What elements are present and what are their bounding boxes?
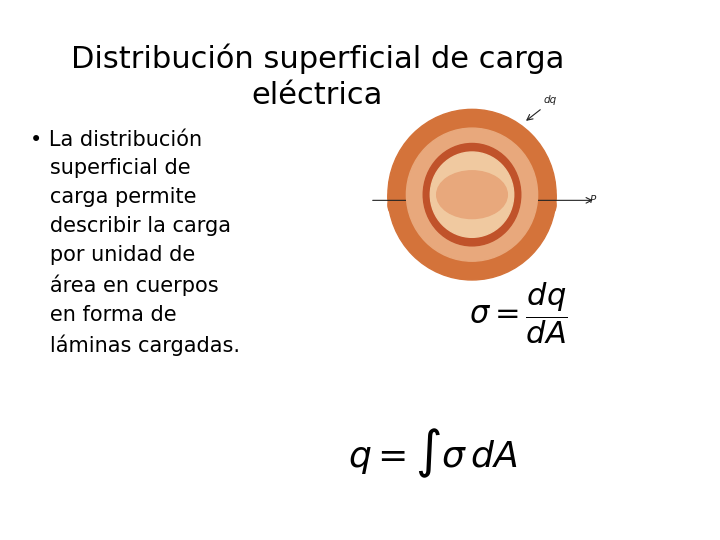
Ellipse shape bbox=[431, 152, 513, 238]
Ellipse shape bbox=[406, 128, 538, 261]
Text: $\sigma = \dfrac{dq}{dA}$: $\sigma = \dfrac{dq}{dA}$ bbox=[469, 280, 568, 346]
Ellipse shape bbox=[423, 144, 521, 246]
Ellipse shape bbox=[388, 165, 556, 230]
Text: P: P bbox=[590, 195, 596, 205]
Ellipse shape bbox=[388, 173, 556, 238]
Text: r: r bbox=[462, 186, 465, 195]
Text: x: x bbox=[506, 197, 512, 206]
Text: $q = \int \sigma \, dA$: $q = \int \sigma \, dA$ bbox=[348, 427, 518, 481]
Text: • La distribución
   superficial de
   carga permite
   describir la carga
   po: • La distribución superficial de carga p… bbox=[30, 130, 240, 356]
Text: R: R bbox=[447, 150, 454, 160]
Text: Distribución superficial de carga
eléctrica: Distribución superficial de carga eléctr… bbox=[71, 43, 564, 110]
Text: dr: dr bbox=[494, 242, 505, 252]
Ellipse shape bbox=[388, 109, 556, 280]
Ellipse shape bbox=[436, 171, 508, 219]
Text: dq: dq bbox=[544, 95, 557, 105]
